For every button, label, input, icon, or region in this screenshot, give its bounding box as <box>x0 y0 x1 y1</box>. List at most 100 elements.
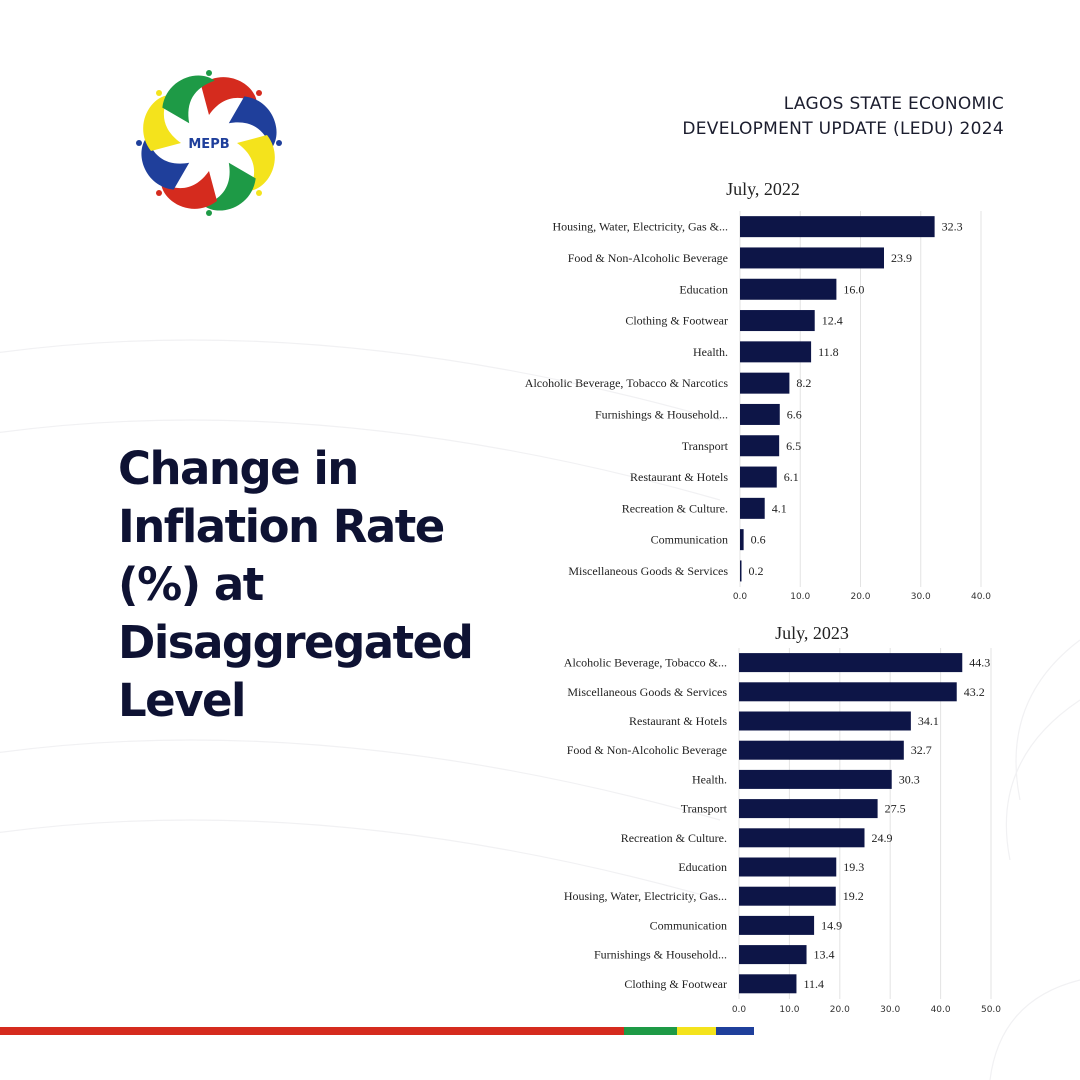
logo-text: MEPB <box>188 137 229 152</box>
bar <box>740 529 744 551</box>
category-label: Education <box>678 860 727 874</box>
data-label: 43.2 <box>964 685 985 699</box>
data-label: 6.1 <box>784 470 799 484</box>
data-label: 11.4 <box>803 977 824 991</box>
bar <box>740 497 765 519</box>
category-label: Health. <box>692 772 727 786</box>
x-tick-label: 40.0 <box>931 1005 951 1015</box>
category-label: Miscellaneous Goods & Services <box>568 564 728 578</box>
category-label: Restaurant & Hotels <box>629 714 727 728</box>
data-label: 4.1 <box>772 501 787 515</box>
data-label: 24.9 <box>871 831 892 845</box>
report-title-line2: DEVELOPMENT UPDATE (LEDU) 2024 <box>682 119 1004 139</box>
data-label: 0.6 <box>751 533 766 547</box>
data-label: 16.0 <box>843 282 864 296</box>
bar <box>740 435 780 457</box>
category-label: Alcoholic Beverage, Tobacco &... <box>564 656 727 670</box>
bar <box>739 769 892 789</box>
category-label: Transport <box>682 439 729 453</box>
category-label: Furnishings & Household... <box>595 407 728 421</box>
bar <box>740 466 777 488</box>
bar <box>739 886 836 906</box>
data-label: 23.9 <box>891 251 912 265</box>
x-tick-label: 30.0 <box>880 1005 900 1015</box>
bar <box>739 945 807 965</box>
category-label: Furnishings & Household... <box>594 948 727 962</box>
heading-line: Inflation Rate <box>118 500 445 553</box>
stripe-green <box>624 1027 677 1035</box>
x-tick-label: 30.0 <box>911 592 931 602</box>
chart-title: July, 2023 <box>775 623 849 643</box>
category-label: Clothing & Footwear <box>625 314 728 328</box>
x-tick-label: 10.0 <box>779 1005 799 1015</box>
bar <box>739 915 815 935</box>
data-label: 11.8 <box>818 345 839 359</box>
stripe-blue <box>716 1027 754 1035</box>
bar <box>739 857 837 877</box>
data-label: 8.2 <box>796 376 811 390</box>
heading-line: Disaggregated <box>118 616 474 669</box>
data-label: 14.9 <box>821 918 842 932</box>
x-tick-label: 10.0 <box>790 592 810 602</box>
bar <box>739 653 963 673</box>
category-label: Clothing & Footwear <box>624 977 727 991</box>
category-label: Miscellaneous Goods & Services <box>567 685 727 699</box>
data-label: 27.5 <box>885 802 906 816</box>
heading-line: Change in <box>118 442 359 495</box>
category-label: Housing, Water, Electricity, Gas &... <box>552 220 728 234</box>
category-label: Transport <box>681 802 728 816</box>
chart-july-2022: 0.0 10.0 20.0 30.0 40.0 July, 2022 Housing, Wa… <box>525 179 991 602</box>
bar <box>739 711 911 731</box>
bar <box>740 560 742 582</box>
category-label: Food & Non-Alcoholic Beverage <box>567 743 727 757</box>
x-tick-label: 20.0 <box>830 1005 850 1015</box>
bar <box>740 310 815 332</box>
data-label: 30.3 <box>899 772 920 786</box>
bar <box>740 278 837 300</box>
data-label: 44.3 <box>969 656 990 670</box>
category-label: Recreation & Culture. <box>621 831 727 845</box>
report-title-line1: LAGOS STATE ECONOMIC <box>783 94 1004 114</box>
category-label: Food & Non-Alcoholic Beverage <box>568 251 728 265</box>
category-label: Housing, Water, Electricity, Gas... <box>564 889 727 903</box>
heading-line: (%) at <box>118 558 264 611</box>
data-label: 13.4 <box>814 948 835 962</box>
bar <box>739 828 865 848</box>
bar <box>739 682 957 702</box>
bar <box>739 740 904 760</box>
bar <box>740 341 812 363</box>
bar <box>740 403 780 425</box>
data-label: 19.2 <box>843 889 864 903</box>
data-label: 6.6 <box>787 407 802 421</box>
category-label: Recreation & Culture. <box>622 501 728 515</box>
bar <box>740 247 884 269</box>
page-heading: Change in Inflation Rate (%) at Disaggre… <box>118 440 538 730</box>
chart-july-2023: 0.0 10.0 20.0 30.0 40.0 50.0 July, 2023 Alcohol… <box>564 623 1002 1015</box>
data-label: 19.3 <box>843 860 864 874</box>
chart-title: July, 2022 <box>726 179 800 199</box>
data-label: 32.7 <box>911 743 932 757</box>
data-label: 6.5 <box>786 439 801 453</box>
x-tick-label: 0.0 <box>733 592 748 602</box>
data-label: 12.4 <box>822 314 843 328</box>
x-tick-label: 20.0 <box>850 592 870 602</box>
data-label: 34.1 <box>918 714 939 728</box>
bar <box>740 216 935 238</box>
bar <box>740 372 790 394</box>
x-tick-label: 40.0 <box>971 592 991 602</box>
category-label: Alcoholic Beverage, Tobacco & Narcotics <box>525 376 729 390</box>
data-label: 0.2 <box>749 564 764 578</box>
heading-line: Level <box>118 674 246 727</box>
mepb-logo: MEPB <box>136 70 282 216</box>
report-title: LAGOS STATE ECONOMIC DEVELOPMENT UPDATE … <box>682 92 1004 142</box>
x-tick-label: 0.0 <box>732 1005 747 1015</box>
stripe-yellow <box>677 1027 716 1035</box>
category-label: Communication <box>651 533 728 547</box>
data-label: 32.3 <box>942 220 963 234</box>
x-tick-label: 50.0 <box>981 1005 1001 1015</box>
category-label: Communication <box>650 918 727 932</box>
bar <box>739 799 878 819</box>
category-label: Health. <box>693 345 728 359</box>
category-label: Education <box>679 282 728 296</box>
